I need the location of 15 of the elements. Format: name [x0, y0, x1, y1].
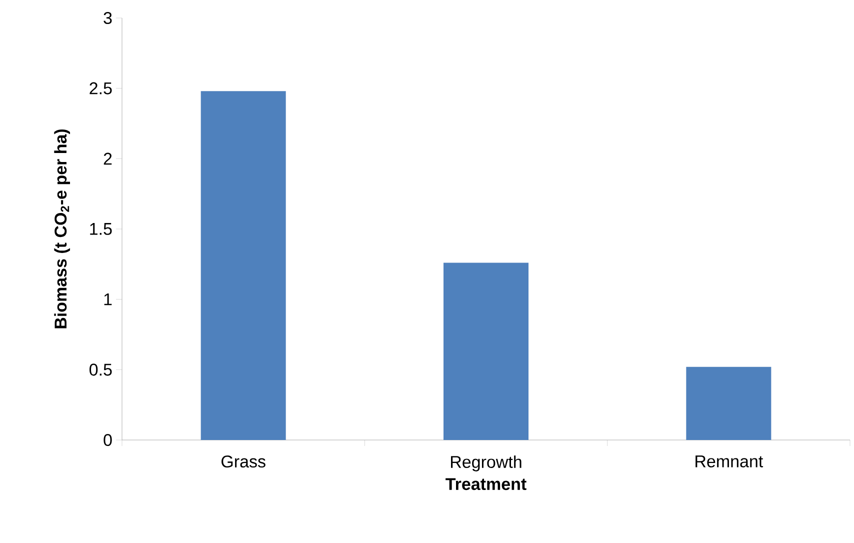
y-tick-label: 3 [104, 12, 112, 24]
x-axis-title: Treatment [446, 478, 526, 490]
y-axis-title: Biomass (t CO$_{2}$-e per ha) [54, 129, 70, 328]
x-tick-label: Remnant [696, 456, 764, 468]
y-tick-label: 0.5 [90, 364, 112, 376]
x-tick-label: Regrowth [451, 456, 522, 472]
bar [444, 262, 529, 440]
y-tick-label: 2.5 [90, 82, 112, 94]
y-tick-label: 0 [104, 434, 112, 446]
y-tick-label: 1.5 [90, 223, 112, 235]
y-tick-label: 1 [104, 293, 112, 306]
bar [200, 91, 286, 440]
bar [686, 366, 772, 440]
x-tick-label: Grass [222, 456, 266, 468]
y-tick-label: 2 [104, 152, 112, 165]
